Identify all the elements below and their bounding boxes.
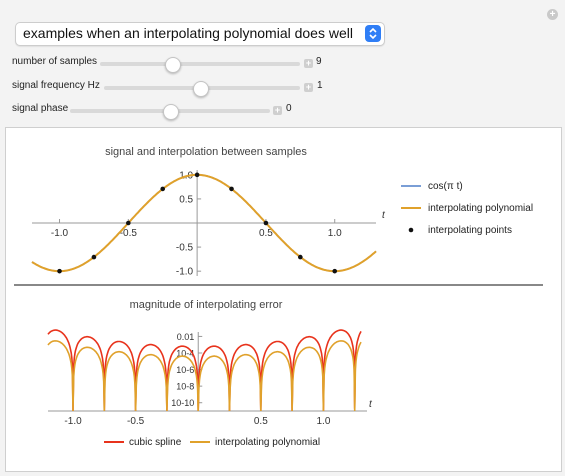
samples-value: 9: [316, 56, 322, 67]
dropdown-selected: examples when an interpolating polynomia…: [23, 25, 353, 41]
top-x-tick-label: 0.5: [259, 228, 273, 239]
frequency-value: 1: [317, 80, 323, 91]
frequency-label: signal frequency Hz: [12, 80, 100, 91]
bottom-y-tick-label: 10-10: [171, 398, 194, 408]
phase-value: 0: [286, 103, 292, 114]
top-x-tick-label: -1.0: [51, 228, 69, 239]
plots-svg: signal and interpolation between samples…: [14, 146, 543, 448]
interpolating-point: [160, 186, 166, 192]
add-bookmark-icon[interactable]: +: [547, 9, 558, 20]
frequency-slider[interactable]: [104, 81, 300, 97]
interpolating-point: [229, 186, 234, 192]
legend-swatch-points: [408, 227, 414, 233]
top-x-axis-label: t: [382, 210, 386, 221]
legend-label-spline: cubic spline: [129, 437, 182, 448]
samples-slider-thumb[interactable]: [165, 57, 181, 73]
phase-label: signal phase: [12, 103, 69, 114]
interpolating-point: [298, 254, 303, 260]
interpolating-point: [194, 172, 200, 178]
bottom-y-tick-label: 10-6: [176, 365, 194, 375]
example-dropdown[interactable]: examples when an interpolating polynomia…: [15, 22, 385, 46]
poly-error-line: [47, 340, 362, 412]
top-chart-title: signal and interpolation between samples: [105, 146, 307, 158]
legend-label-points: interpolating points: [428, 225, 512, 236]
phase-slider-thumb[interactable]: [163, 104, 179, 120]
phase-control: signal phase + 0: [0, 103, 565, 120]
samples-label: number of samples: [12, 56, 98, 67]
legend-label-poly: interpolating polynomial: [428, 203, 533, 214]
frequency-control: signal frequency Hz + 1: [0, 80, 565, 97]
top-x-tick-label: -0.5: [120, 228, 138, 239]
top-y-tick-label: -0.5: [176, 243, 194, 254]
bottom-y-tick-label: 10-8: [176, 382, 194, 392]
bottom-x-tick-label: 0.5: [254, 416, 268, 427]
interpolating-point: [126, 220, 131, 226]
chevron-updown-icon: [365, 25, 381, 42]
frequency-expand-icon[interactable]: +: [304, 82, 313, 92]
legend-label-poly-error: interpolating polynomial: [215, 437, 320, 448]
legend-label-cos: cos(π t): [428, 181, 463, 192]
bottom-x-tick-label: 1.0: [316, 416, 330, 427]
samples-expand-icon[interactable]: +: [304, 58, 313, 68]
bottom-y-tick-label: 10-4: [176, 349, 194, 359]
poly-series-line: [31, 173, 377, 273]
bottom-x-axis-label: t: [369, 399, 373, 410]
top-chart-legend: cos(π t) interpolating polynomial interpol…: [401, 181, 533, 236]
bottom-y-tick-label: 0.01: [177, 332, 195, 342]
samples-slider[interactable]: [100, 57, 300, 73]
output-panel: signal and interpolation between samples…: [5, 127, 562, 472]
phase-expand-icon[interactable]: +: [273, 105, 282, 115]
bottom-chart-title: magnitude of interpolating error: [130, 299, 283, 311]
interpolating-point: [263, 220, 269, 226]
bottom-x-tick-label: -0.5: [127, 416, 145, 427]
spline-error-line: [47, 329, 362, 412]
samples-control: number of samples + 9: [0, 56, 565, 73]
phase-slider[interactable]: [70, 104, 270, 120]
top-chart: t-1.0 -0.5 0.5 1.01.00.5-0.5-1.0: [31, 170, 386, 278]
bottom-chart: t -1.0 -0.5 0.5 1.0 0.01 10-4 10-6 10-8 10-10: [47, 329, 373, 427]
bottom-x-tick-label: -1.0: [64, 416, 82, 427]
frequency-slider-thumb[interactable]: [193, 81, 210, 97]
top-y-tick-label: -1.0: [176, 267, 194, 278]
interpolating-point: [57, 268, 62, 274]
top-y-tick-label: 0.5: [179, 194, 193, 205]
bottom-chart-legend: cubic spline interpolating polynomial: [104, 437, 320, 448]
interpolating-point: [332, 268, 338, 274]
top-x-tick-label: 1.0: [328, 228, 342, 239]
interpolating-point: [91, 254, 97, 260]
